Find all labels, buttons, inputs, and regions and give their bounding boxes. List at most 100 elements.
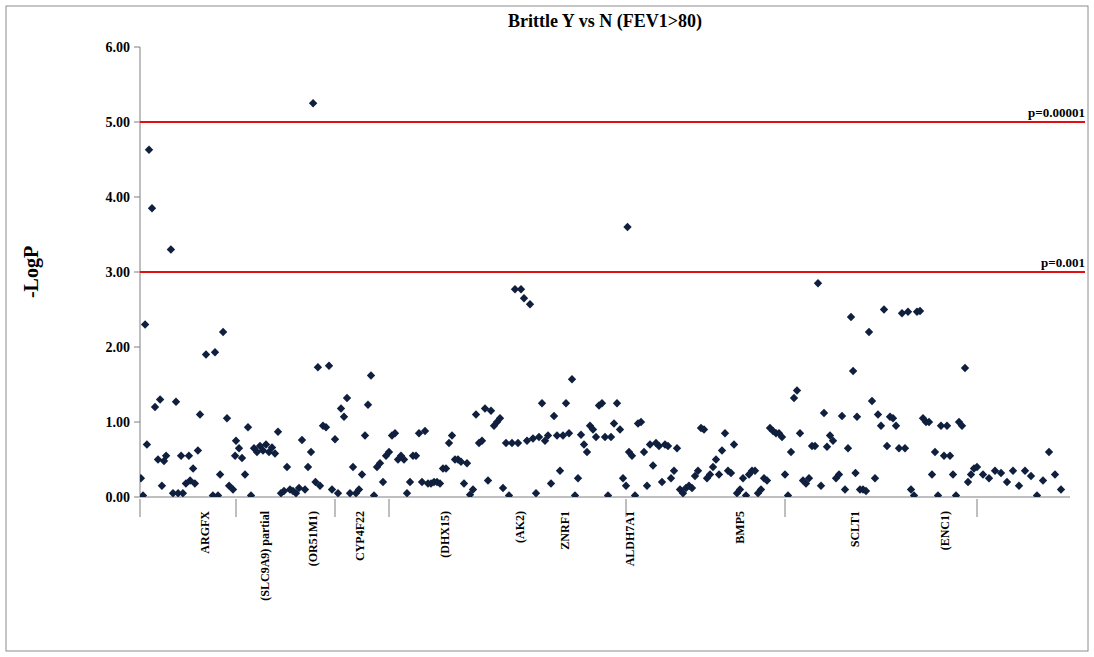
point <box>730 440 738 448</box>
point <box>1057 485 1065 493</box>
point <box>793 386 801 394</box>
point <box>334 489 342 497</box>
point <box>463 459 471 467</box>
point <box>544 431 552 439</box>
point <box>751 467 759 475</box>
point <box>949 470 957 478</box>
point <box>934 491 942 497</box>
point <box>820 409 828 417</box>
frame <box>6 6 1088 651</box>
point <box>301 485 309 493</box>
y-tick <box>134 197 140 198</box>
point <box>973 463 981 471</box>
points <box>140 99 1065 497</box>
point <box>403 489 411 497</box>
y-tick <box>134 347 140 348</box>
point <box>868 397 876 405</box>
point <box>823 443 831 451</box>
x-tick <box>389 499 390 517</box>
point <box>496 414 504 422</box>
point <box>295 484 303 492</box>
point <box>140 491 147 497</box>
point <box>849 367 857 375</box>
point <box>709 463 717 471</box>
point <box>565 429 573 437</box>
point <box>574 474 582 482</box>
point <box>805 474 813 482</box>
point <box>817 482 825 490</box>
point <box>547 479 555 487</box>
point <box>185 452 193 460</box>
point <box>421 427 429 435</box>
point <box>901 444 909 452</box>
point <box>309 99 317 107</box>
point <box>673 444 681 452</box>
point <box>448 431 456 439</box>
point <box>314 363 322 371</box>
point <box>526 300 534 308</box>
point <box>140 474 145 482</box>
point <box>910 491 918 497</box>
point <box>1039 476 1047 484</box>
point <box>538 399 546 407</box>
point <box>562 399 570 407</box>
point <box>379 478 387 486</box>
point <box>229 485 237 493</box>
point <box>607 433 615 441</box>
point <box>931 448 939 456</box>
y-tick <box>134 497 140 498</box>
point <box>469 485 477 493</box>
point <box>787 448 795 456</box>
point <box>280 487 288 495</box>
point <box>436 479 444 487</box>
point <box>238 454 246 462</box>
x-tick <box>140 499 141 517</box>
point <box>604 491 612 497</box>
point <box>202 350 210 358</box>
point <box>811 442 819 450</box>
point <box>688 484 696 492</box>
point <box>892 422 900 430</box>
point <box>583 448 591 456</box>
point <box>487 407 495 415</box>
point <box>298 436 306 444</box>
gene-label: ALDH7A1 <box>623 511 637 566</box>
point <box>712 455 720 463</box>
point <box>172 398 180 406</box>
point <box>370 491 378 497</box>
gene-label: (ENC1) <box>938 511 952 550</box>
point <box>191 479 199 487</box>
y-tick <box>134 272 140 273</box>
point <box>853 413 861 421</box>
point <box>316 482 324 490</box>
point <box>520 294 528 302</box>
point <box>841 485 849 493</box>
point <box>838 412 846 420</box>
point <box>610 419 618 427</box>
point <box>219 328 227 336</box>
point <box>1009 467 1017 475</box>
point <box>337 404 345 412</box>
y-tick-label: 6.00 <box>106 40 131 55</box>
x-tick <box>236 499 237 517</box>
point <box>877 422 885 430</box>
point <box>271 449 279 457</box>
point <box>550 412 558 420</box>
reference-line <box>140 271 1085 273</box>
point <box>851 469 859 477</box>
point <box>532 489 540 497</box>
x-tick <box>335 499 336 517</box>
point <box>442 464 450 472</box>
point <box>177 452 185 460</box>
point <box>358 470 366 478</box>
point <box>162 452 170 460</box>
point <box>736 485 744 493</box>
point <box>742 491 750 497</box>
x-tick <box>977 499 978 517</box>
point <box>880 305 888 313</box>
point <box>946 452 954 460</box>
point <box>232 437 240 445</box>
gene-label: (DHX15) <box>438 511 452 558</box>
point <box>400 455 408 463</box>
point <box>844 444 852 452</box>
